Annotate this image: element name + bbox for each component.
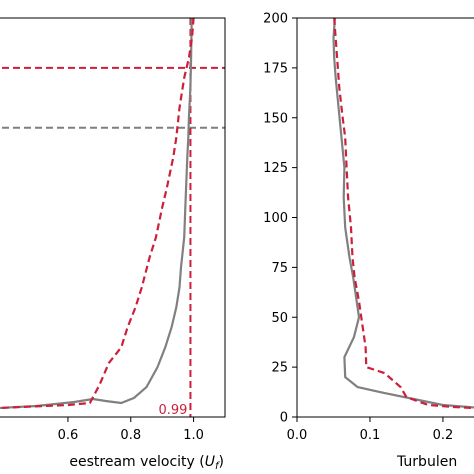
right-y-tick-label-5: 125 xyxy=(263,161,288,176)
left-x-axis-label: eestream velocity (Uf) xyxy=(69,454,224,472)
right-x-tick-label-1: 0.1 xyxy=(360,428,381,443)
right-y-tick-label-2: 50 xyxy=(271,311,288,326)
right-y-tick-label-0: 0 xyxy=(280,411,288,426)
threshold-annotation: 0.99 xyxy=(158,403,187,418)
right-series-line-1 xyxy=(333,17,474,410)
right-y-tick-label-6: 150 xyxy=(263,111,288,126)
turbulence-panel: 0.0 0.1 0.2 0 25 50 75 100 125 150 175 200 Turbule… xyxy=(263,12,474,470)
left-series-line-0 xyxy=(0,17,193,410)
right-y-tick-label-8: 200 xyxy=(263,12,288,27)
right-x-tick-label-0: 0.0 xyxy=(287,428,308,443)
right-series-lines xyxy=(332,17,474,410)
left-x-axis-label-text: eestream velocity ( xyxy=(69,454,204,470)
right-y-tick-label-7: 175 xyxy=(263,61,288,76)
right-series-line-0 xyxy=(332,17,474,409)
left-series-lines xyxy=(0,17,195,410)
left-plot-frame xyxy=(0,17,226,418)
left-x-ticks: 0.6 0.8 1.0 xyxy=(58,417,204,443)
left-x-axis-label-close: ) xyxy=(219,454,224,470)
velocity-panel: 0.6 0.8 1.0 0.99 eestream velocity (Uf) xyxy=(0,17,226,472)
right-y-tick-label-3: 75 xyxy=(271,261,288,276)
left-x-axis-label-subscript: f xyxy=(215,461,220,472)
left-x-tick-label-1: 0.8 xyxy=(120,428,141,443)
right-plot-frame xyxy=(296,17,474,418)
left-x-axis-label-symbol: U xyxy=(205,454,215,470)
right-x-tick-label-2: 0.2 xyxy=(433,428,454,443)
right-x-ticks: 0.0 0.1 0.2 xyxy=(287,417,454,443)
left-series-line-1 xyxy=(0,17,195,410)
right-y-tick-label-4: 100 xyxy=(263,211,288,226)
right-x-axis-label: Turbulen xyxy=(396,454,457,470)
left-x-tick-label-0: 0.6 xyxy=(58,428,79,443)
right-y-ticks: 0 25 50 75 100 125 150 175 200 xyxy=(263,12,297,426)
right-y-tick-label-1: 25 xyxy=(271,361,288,376)
left-x-tick-label-2: 1.0 xyxy=(183,428,204,443)
